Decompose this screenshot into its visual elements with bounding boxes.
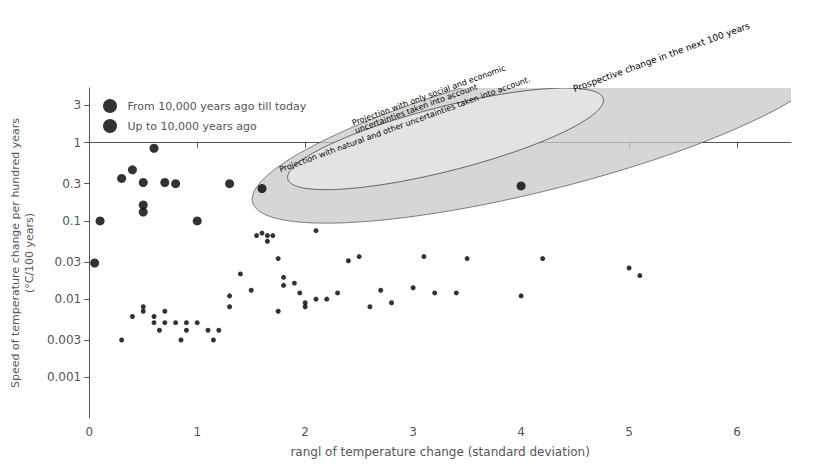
svg-text:1: 1: [193, 425, 201, 439]
svg-text:Prospective change in the next: Prospective change in the next 100 years: [572, 20, 752, 94]
svg-text:3: 3: [409, 425, 417, 439]
svg-text:6: 6: [733, 425, 741, 439]
svg-text:4: 4: [517, 425, 525, 439]
svg-text:0.001: 0.001: [47, 370, 81, 384]
svg-text:Up to 10,000 years ago: Up to 10,000 years ago: [128, 120, 258, 133]
svg-text:0.03: 0.03: [55, 255, 82, 269]
svg-text:Projection with only social an: Projection with only social and economic: [350, 63, 507, 128]
svg-text:0.01: 0.01: [55, 292, 82, 306]
svg-text:2: 2: [301, 425, 309, 439]
svg-text:1: 1: [74, 136, 82, 150]
svg-text:0.3: 0.3: [62, 177, 81, 191]
svg-text:0.1: 0.1: [62, 214, 81, 228]
svg-text:3: 3: [74, 98, 82, 112]
svg-text:rangl of temperature change (s: rangl of temperature change (standard de…: [290, 445, 589, 459]
svg-text:(°C/100 years): (°C/100 years): [23, 213, 36, 293]
svg-text:0.003: 0.003: [47, 333, 81, 347]
svg-text:5: 5: [625, 425, 633, 439]
svg-text:Speed of temperature change pe: Speed of temperature change per hundred …: [9, 118, 22, 388]
svg-text:Projection with natural and ot: Projection with natural and other uncert…: [278, 75, 532, 175]
svg-text:From 10,000 years ago till tod: From 10,000 years ago till today: [128, 100, 307, 113]
svg-text:0: 0: [85, 425, 93, 439]
